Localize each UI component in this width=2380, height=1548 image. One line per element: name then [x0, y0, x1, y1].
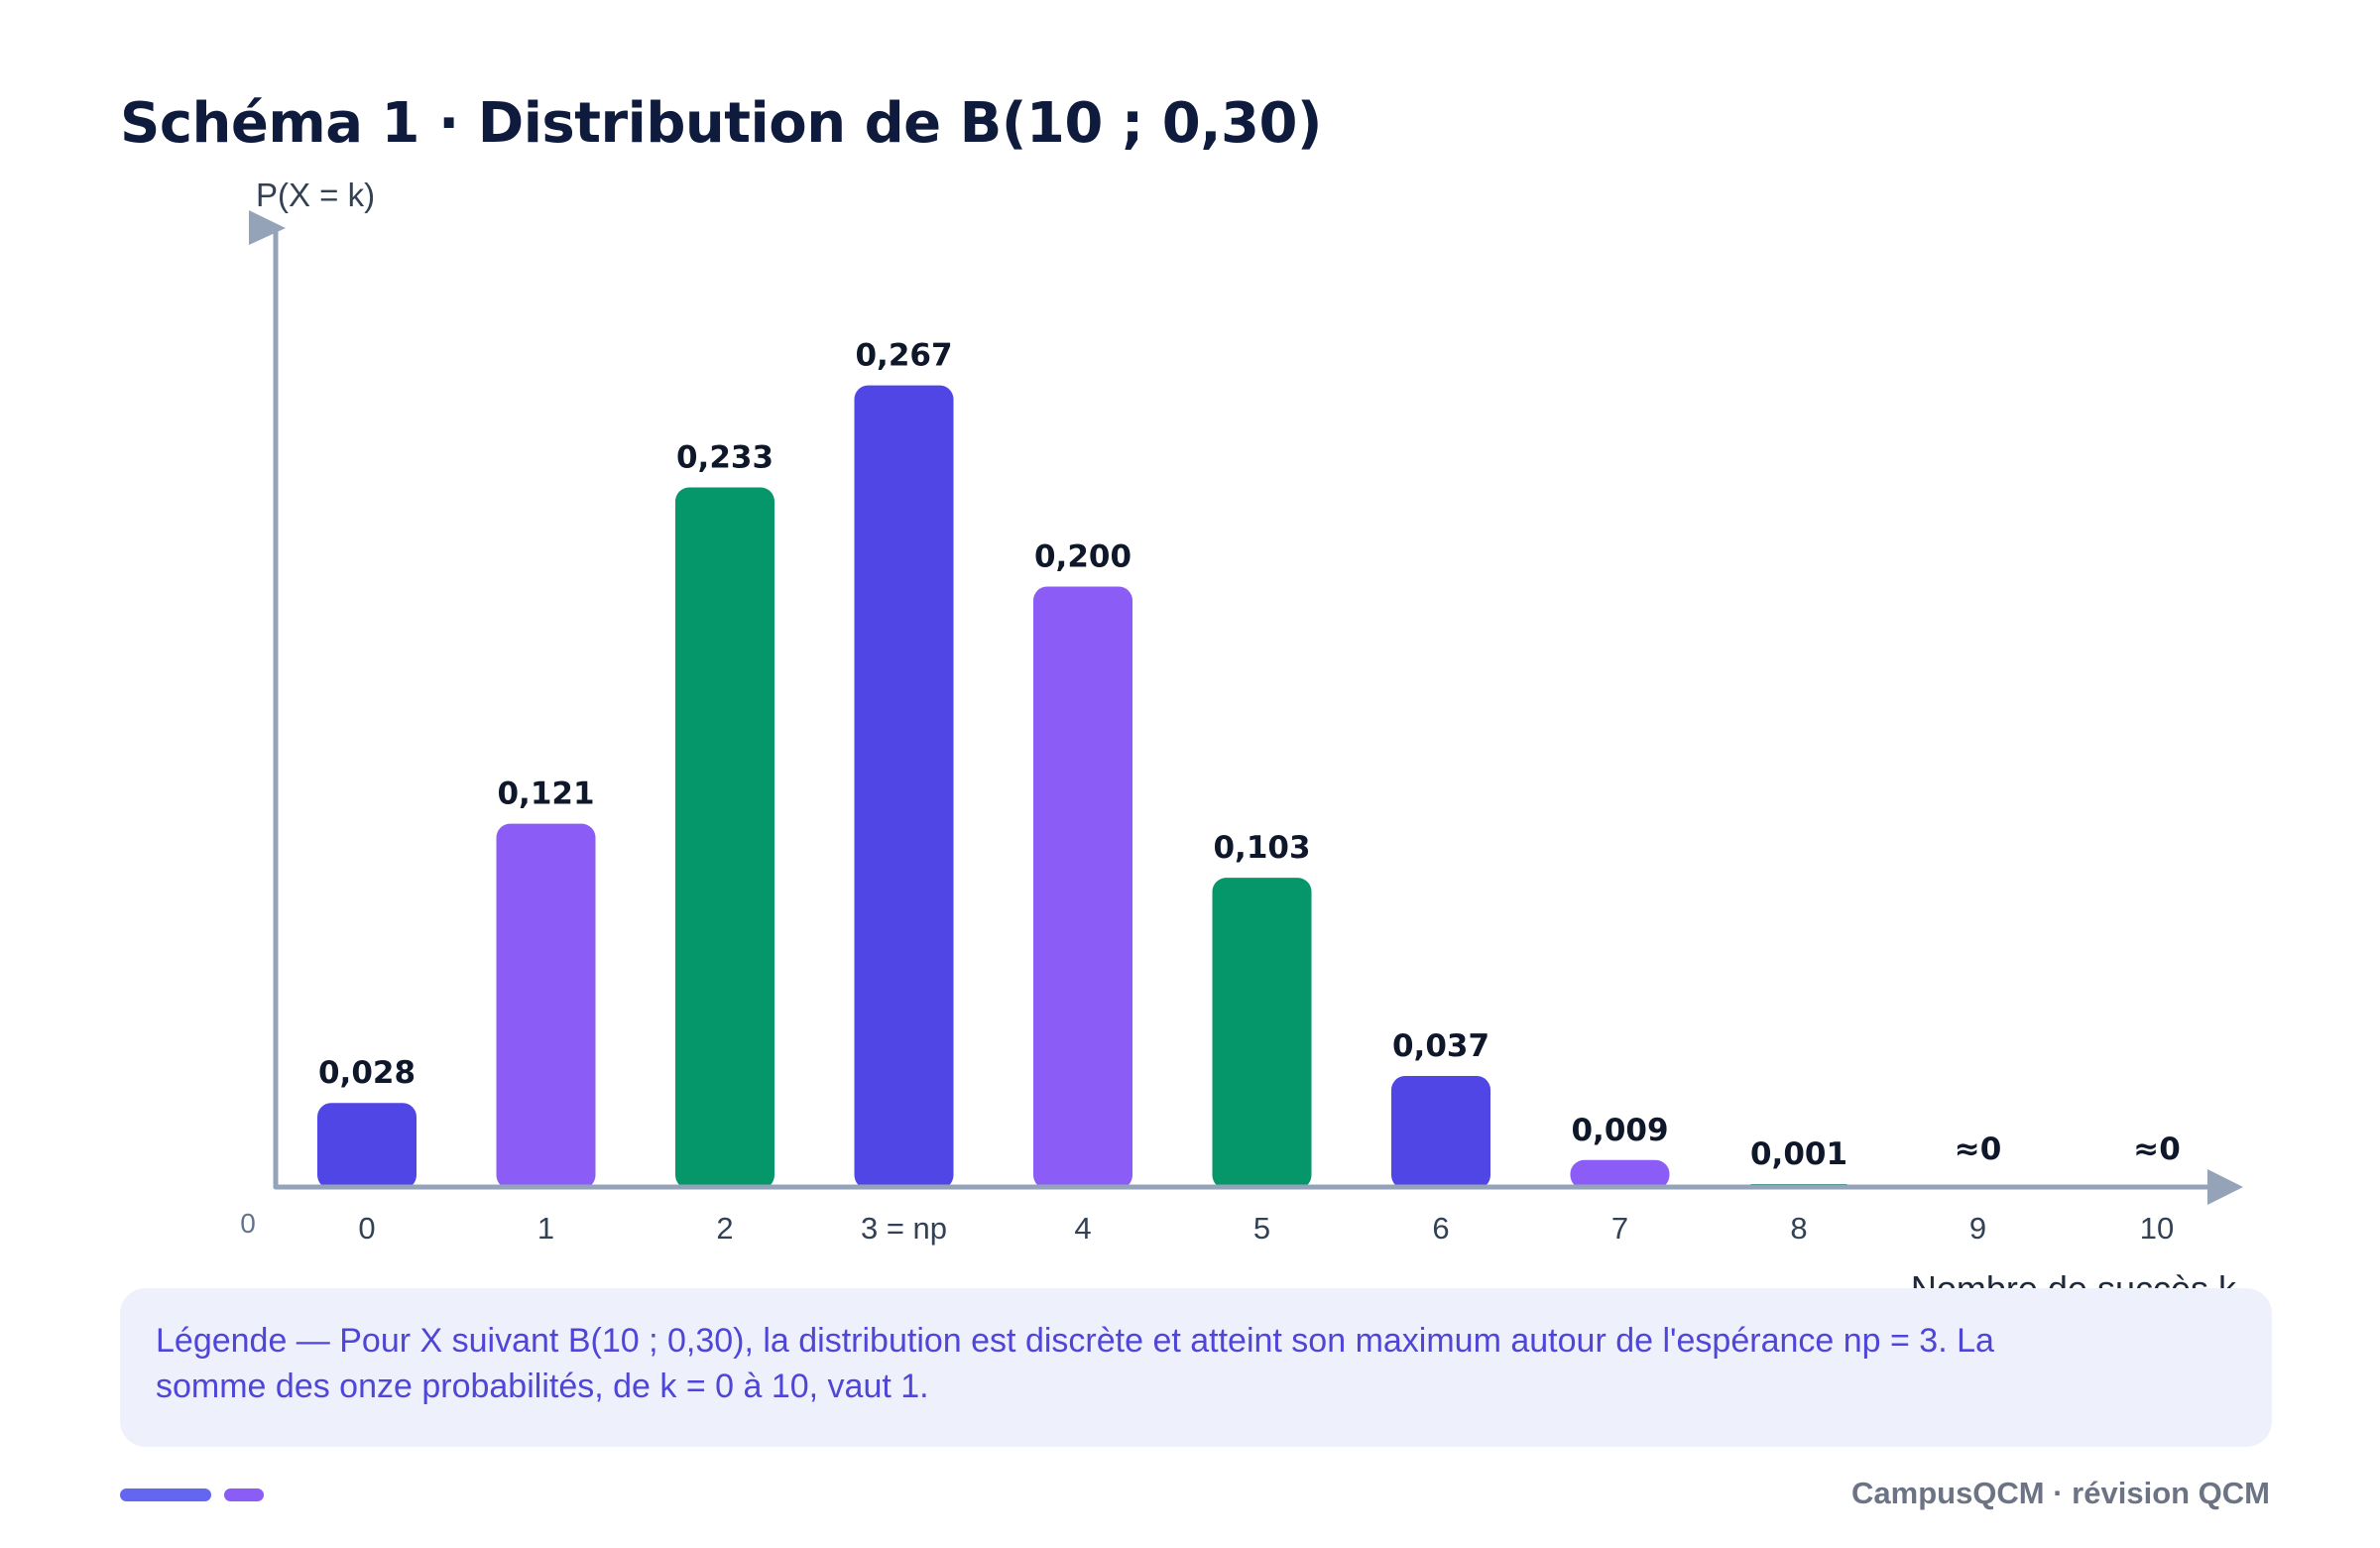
bar-2 [675, 487, 774, 1189]
x-tick-label-1: 1 [537, 1211, 554, 1246]
x-tick-label-6: 6 [1432, 1211, 1449, 1246]
value-label-6: 0,037 [1392, 1028, 1489, 1064]
bar-3 [854, 385, 954, 1189]
footer-accent-bar [120, 1488, 211, 1501]
bar-chart: P(X = k) 0 Nombre de succès k 0,028 0 0,12… [240, 177, 2243, 1289]
x-tick-label-2: 2 [716, 1211, 733, 1246]
value-label-4: 0,200 [1034, 538, 1131, 574]
bar-1 [496, 823, 596, 1189]
legend-text: Légende — Pour X suivant B(10 ; 0,30), l… [156, 1322, 1994, 1405]
value-label-3: 0,267 [855, 338, 952, 374]
x-tick-label-5: 5 [1253, 1211, 1270, 1246]
value-label-0: 0,028 [318, 1055, 416, 1091]
value-label-8: 0,001 [1750, 1136, 1847, 1172]
bar-0 [317, 1103, 416, 1189]
footer-accent-bar [224, 1488, 264, 1501]
legend-box: Légende — Pour X suivant B(10 ; 0,30), l… [120, 1288, 2272, 1447]
x-tick-label-4: 4 [1074, 1211, 1091, 1246]
x-tick-label-9: 9 [1969, 1211, 1986, 1246]
value-label-5: 0,103 [1213, 830, 1310, 866]
bar-4 [1033, 586, 1132, 1189]
bar-6 [1391, 1075, 1490, 1189]
bar-5 [1212, 878, 1312, 1189]
x-tick-label-7: 7 [1611, 1211, 1628, 1246]
y-axis-arrow [249, 210, 286, 245]
x-tick-label-3: 3 = np [861, 1211, 947, 1246]
x-axis-label: Nombre de succès k [1911, 1268, 2237, 1289]
x-tick-label-8: 8 [1790, 1211, 1807, 1246]
value-label-1: 0,121 [497, 776, 594, 812]
x-tick-label-10: 10 [2140, 1211, 2174, 1246]
x-tick-label-0: 0 [358, 1211, 375, 1246]
origin-label: 0 [240, 1208, 256, 1239]
chart-title: Schéma 1 · Distribution de B(10 ; 0,30) [120, 91, 1323, 156]
value-label-7: 0,009 [1571, 1113, 1668, 1148]
value-label-9: ≈0 [1955, 1131, 2002, 1167]
bars-group [317, 385, 1848, 1189]
bar-7 [1570, 1159, 1670, 1189]
value-label-2: 0,233 [676, 440, 774, 476]
labels-group: 0,028 0 0,121 1 0,233 2 0,267 3 = np 0,200 4 0,103… [318, 338, 2181, 1246]
axes-group [249, 210, 2243, 1205]
y-axis-label: P(X = k) [256, 177, 375, 213]
x-axis-arrow [2207, 1169, 2243, 1205]
footer-brand: CampusQCM · révision QCM [1851, 1476, 2270, 1510]
value-label-10: ≈0 [2133, 1131, 2181, 1167]
